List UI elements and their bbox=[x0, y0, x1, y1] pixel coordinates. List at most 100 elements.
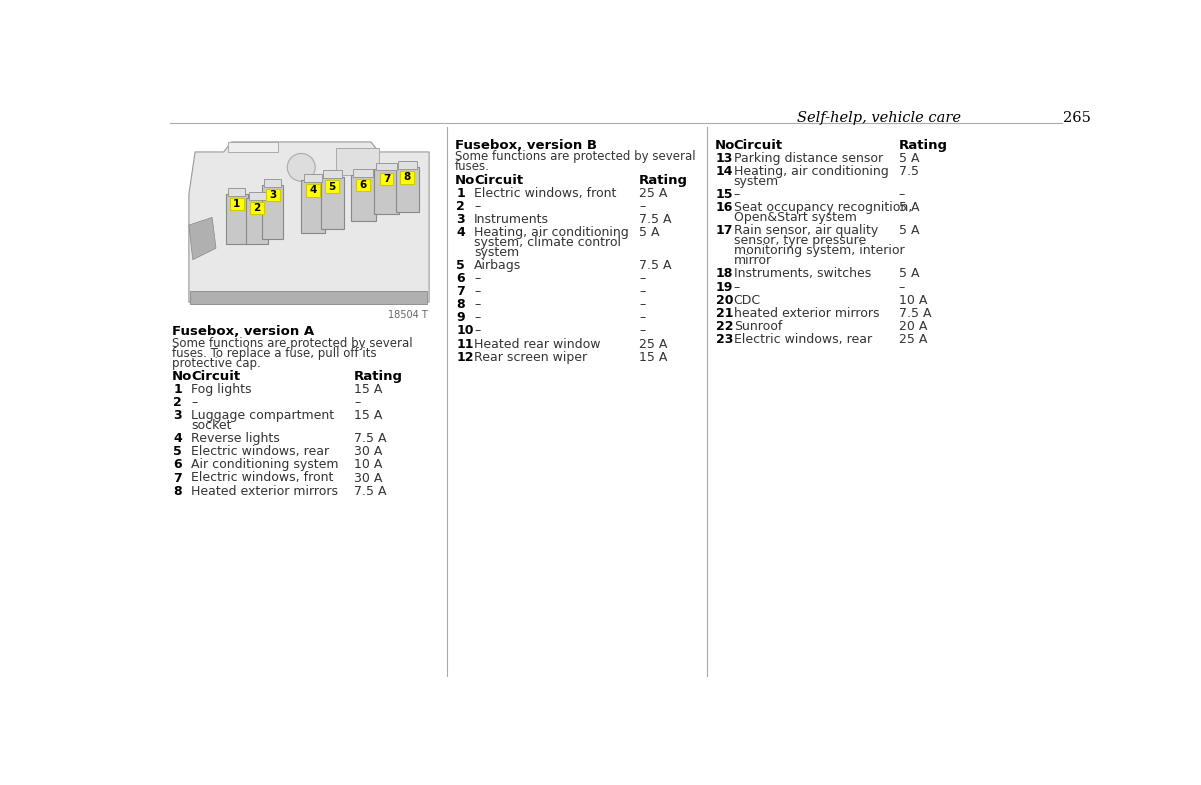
Text: Some functions are protected by several: Some functions are protected by several bbox=[172, 337, 412, 350]
Text: Electric windows, rear: Electric windows, rear bbox=[191, 445, 329, 458]
Text: 7: 7 bbox=[173, 472, 183, 484]
Text: monitoring system, interior: monitoring system, interior bbox=[734, 244, 904, 257]
Text: 7.5 A: 7.5 A bbox=[639, 259, 671, 272]
Text: 7.5 A: 7.5 A bbox=[354, 433, 387, 445]
Text: 3: 3 bbox=[269, 190, 276, 200]
FancyBboxPatch shape bbox=[228, 188, 245, 195]
Text: 5: 5 bbox=[329, 181, 336, 192]
Text: 2: 2 bbox=[173, 396, 183, 409]
Text: –: – bbox=[898, 188, 906, 201]
Text: No: No bbox=[172, 370, 192, 383]
Text: –: – bbox=[474, 272, 480, 285]
Text: Airbags: Airbags bbox=[474, 259, 521, 272]
Text: –: – bbox=[474, 312, 480, 324]
Text: 20 A: 20 A bbox=[898, 319, 927, 333]
Text: 5 A: 5 A bbox=[898, 152, 919, 165]
Text: –: – bbox=[734, 188, 740, 201]
Text: 5 A: 5 A bbox=[898, 225, 919, 237]
Text: 5: 5 bbox=[173, 445, 183, 458]
Text: –: – bbox=[191, 396, 197, 409]
Text: 8: 8 bbox=[173, 484, 183, 498]
Text: 22: 22 bbox=[716, 319, 734, 333]
Text: Open&Start system: Open&Start system bbox=[734, 211, 856, 225]
FancyBboxPatch shape bbox=[351, 175, 376, 221]
FancyBboxPatch shape bbox=[304, 174, 322, 182]
FancyBboxPatch shape bbox=[374, 169, 399, 214]
FancyBboxPatch shape bbox=[325, 181, 339, 193]
Text: 18: 18 bbox=[716, 268, 734, 280]
Text: Circuit: Circuit bbox=[191, 370, 240, 383]
FancyBboxPatch shape bbox=[400, 171, 414, 184]
Text: 14: 14 bbox=[716, 165, 734, 178]
Text: 8: 8 bbox=[404, 173, 411, 182]
Text: –: – bbox=[474, 324, 480, 338]
Text: 15 A: 15 A bbox=[354, 383, 382, 396]
Text: system: system bbox=[734, 175, 778, 188]
FancyBboxPatch shape bbox=[398, 161, 417, 169]
Text: 5 A: 5 A bbox=[898, 268, 919, 280]
Text: 9: 9 bbox=[456, 312, 465, 324]
Text: –: – bbox=[639, 324, 645, 338]
Text: –: – bbox=[639, 272, 645, 285]
Text: –: – bbox=[639, 298, 645, 311]
Text: –: – bbox=[898, 280, 906, 294]
FancyBboxPatch shape bbox=[246, 198, 268, 244]
Text: 13: 13 bbox=[716, 152, 734, 165]
Text: Rain sensor, air quality: Rain sensor, air quality bbox=[734, 225, 878, 237]
Text: Fog lights: Fog lights bbox=[191, 383, 252, 396]
Text: 25 A: 25 A bbox=[898, 333, 927, 346]
Text: Rating: Rating bbox=[639, 173, 688, 187]
Text: –: – bbox=[639, 199, 645, 213]
Text: 25 A: 25 A bbox=[639, 338, 668, 351]
Text: 7: 7 bbox=[383, 174, 390, 184]
Text: Rear screen wiper: Rear screen wiper bbox=[474, 351, 587, 363]
Text: Some functions are protected by several: Some functions are protected by several bbox=[455, 151, 695, 163]
Text: fuses.: fuses. bbox=[455, 160, 490, 173]
Text: Heating, air conditioning: Heating, air conditioning bbox=[734, 165, 889, 178]
Text: protective cap.: protective cap. bbox=[172, 356, 261, 370]
Text: 15 A: 15 A bbox=[639, 351, 668, 363]
Polygon shape bbox=[189, 142, 429, 302]
Text: Circuit: Circuit bbox=[474, 173, 524, 187]
Text: 8: 8 bbox=[456, 298, 465, 311]
Text: fuses. To replace a fuse, pull off its: fuses. To replace a fuse, pull off its bbox=[172, 347, 376, 360]
Text: 7.5 A: 7.5 A bbox=[354, 484, 387, 498]
FancyBboxPatch shape bbox=[376, 162, 396, 170]
Text: heated exterior mirrors: heated exterior mirrors bbox=[734, 307, 879, 319]
Text: Electric windows, rear: Electric windows, rear bbox=[734, 333, 872, 346]
Text: 6: 6 bbox=[456, 272, 465, 285]
FancyBboxPatch shape bbox=[357, 179, 370, 192]
Text: 5: 5 bbox=[456, 259, 465, 272]
Text: 17: 17 bbox=[716, 225, 734, 237]
FancyBboxPatch shape bbox=[323, 170, 341, 178]
Text: Reverse lights: Reverse lights bbox=[191, 433, 280, 445]
Text: 5 A: 5 A bbox=[639, 226, 659, 239]
Text: CDC: CDC bbox=[734, 294, 760, 307]
Text: 1: 1 bbox=[173, 383, 183, 396]
Text: Self-help, vehicle care: Self-help, vehicle care bbox=[797, 111, 961, 125]
Text: No: No bbox=[715, 139, 735, 152]
Text: –: – bbox=[639, 312, 645, 324]
Text: Luggage compartment: Luggage compartment bbox=[191, 409, 334, 422]
Text: Parking distance sensor: Parking distance sensor bbox=[734, 152, 883, 165]
FancyBboxPatch shape bbox=[249, 192, 265, 199]
FancyBboxPatch shape bbox=[396, 167, 419, 212]
Text: 2: 2 bbox=[456, 199, 465, 213]
Text: 12: 12 bbox=[456, 351, 473, 363]
Text: 15 A: 15 A bbox=[354, 409, 382, 422]
Text: 23: 23 bbox=[716, 333, 734, 346]
Text: socket: socket bbox=[191, 419, 232, 432]
Text: mirror: mirror bbox=[734, 254, 772, 268]
Text: 3: 3 bbox=[456, 213, 465, 226]
Text: 19: 19 bbox=[716, 280, 734, 294]
Text: Fusebox, version B: Fusebox, version B bbox=[455, 139, 597, 152]
Text: 4: 4 bbox=[173, 433, 183, 445]
Text: Seat occupancy recognition,: Seat occupancy recognition, bbox=[734, 201, 912, 214]
Text: 10: 10 bbox=[456, 324, 473, 338]
Text: –: – bbox=[474, 298, 480, 311]
Text: Heating, air conditioning: Heating, air conditioning bbox=[474, 226, 629, 239]
Text: 5 A: 5 A bbox=[898, 201, 919, 214]
FancyBboxPatch shape bbox=[191, 290, 426, 305]
FancyBboxPatch shape bbox=[380, 173, 394, 185]
FancyBboxPatch shape bbox=[336, 148, 378, 175]
